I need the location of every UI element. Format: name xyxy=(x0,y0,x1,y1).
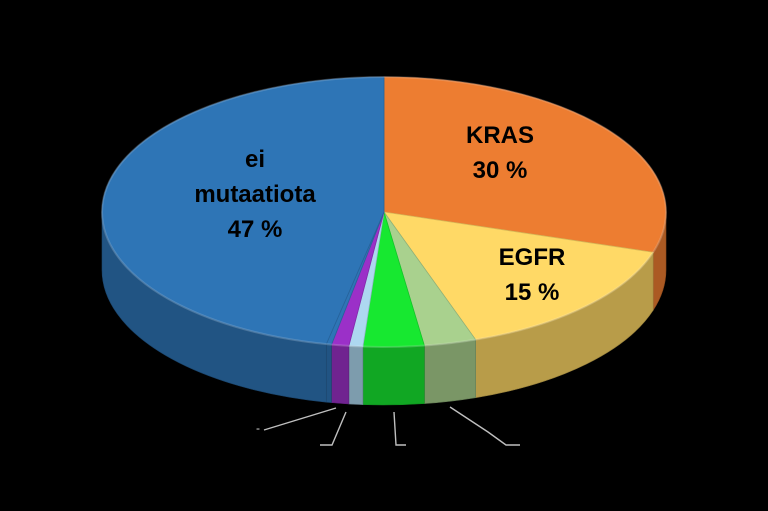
slice-label-egfr-value: 15 % xyxy=(504,279,560,306)
pie-rim-highlight xyxy=(101,76,667,348)
slice-label-egfr: EGFR 15 % xyxy=(472,240,592,310)
slice-label-egfr-line1: EGFR xyxy=(498,244,566,271)
small-slice-label: - xyxy=(256,421,260,435)
slice-label-kras-value: 30 % xyxy=(472,157,528,184)
pie-slice-side-6 xyxy=(325,343,332,403)
pie-slice-side-2 xyxy=(424,339,476,404)
slice-label-ei-mutaatiota: ei mutaatiota 47 % xyxy=(180,142,330,247)
slice-label-kras: KRAS 30 % xyxy=(440,118,560,188)
pie-slice-side-3 xyxy=(362,345,425,406)
leader-line-1 xyxy=(320,411,347,446)
leader-line-2 xyxy=(393,411,406,446)
pie-slice-side-4 xyxy=(348,345,364,405)
leader-line-0 xyxy=(263,407,337,431)
leader-line-3 xyxy=(449,406,520,446)
pie-slice-7 xyxy=(101,76,385,345)
pie-slice-side-5 xyxy=(331,344,350,405)
slice-label-ei-mutaatiota-line2: mutaatiota xyxy=(194,181,316,208)
pie-slice-1 xyxy=(383,211,654,341)
slice-label-kras-line1: KRAS xyxy=(465,122,534,149)
pie-slice-0 xyxy=(383,76,667,253)
slice-label-ei-mutaatiota-line1: ei xyxy=(244,146,265,173)
slice-label-ei-mutaatiota-value: 47 % xyxy=(227,216,283,243)
